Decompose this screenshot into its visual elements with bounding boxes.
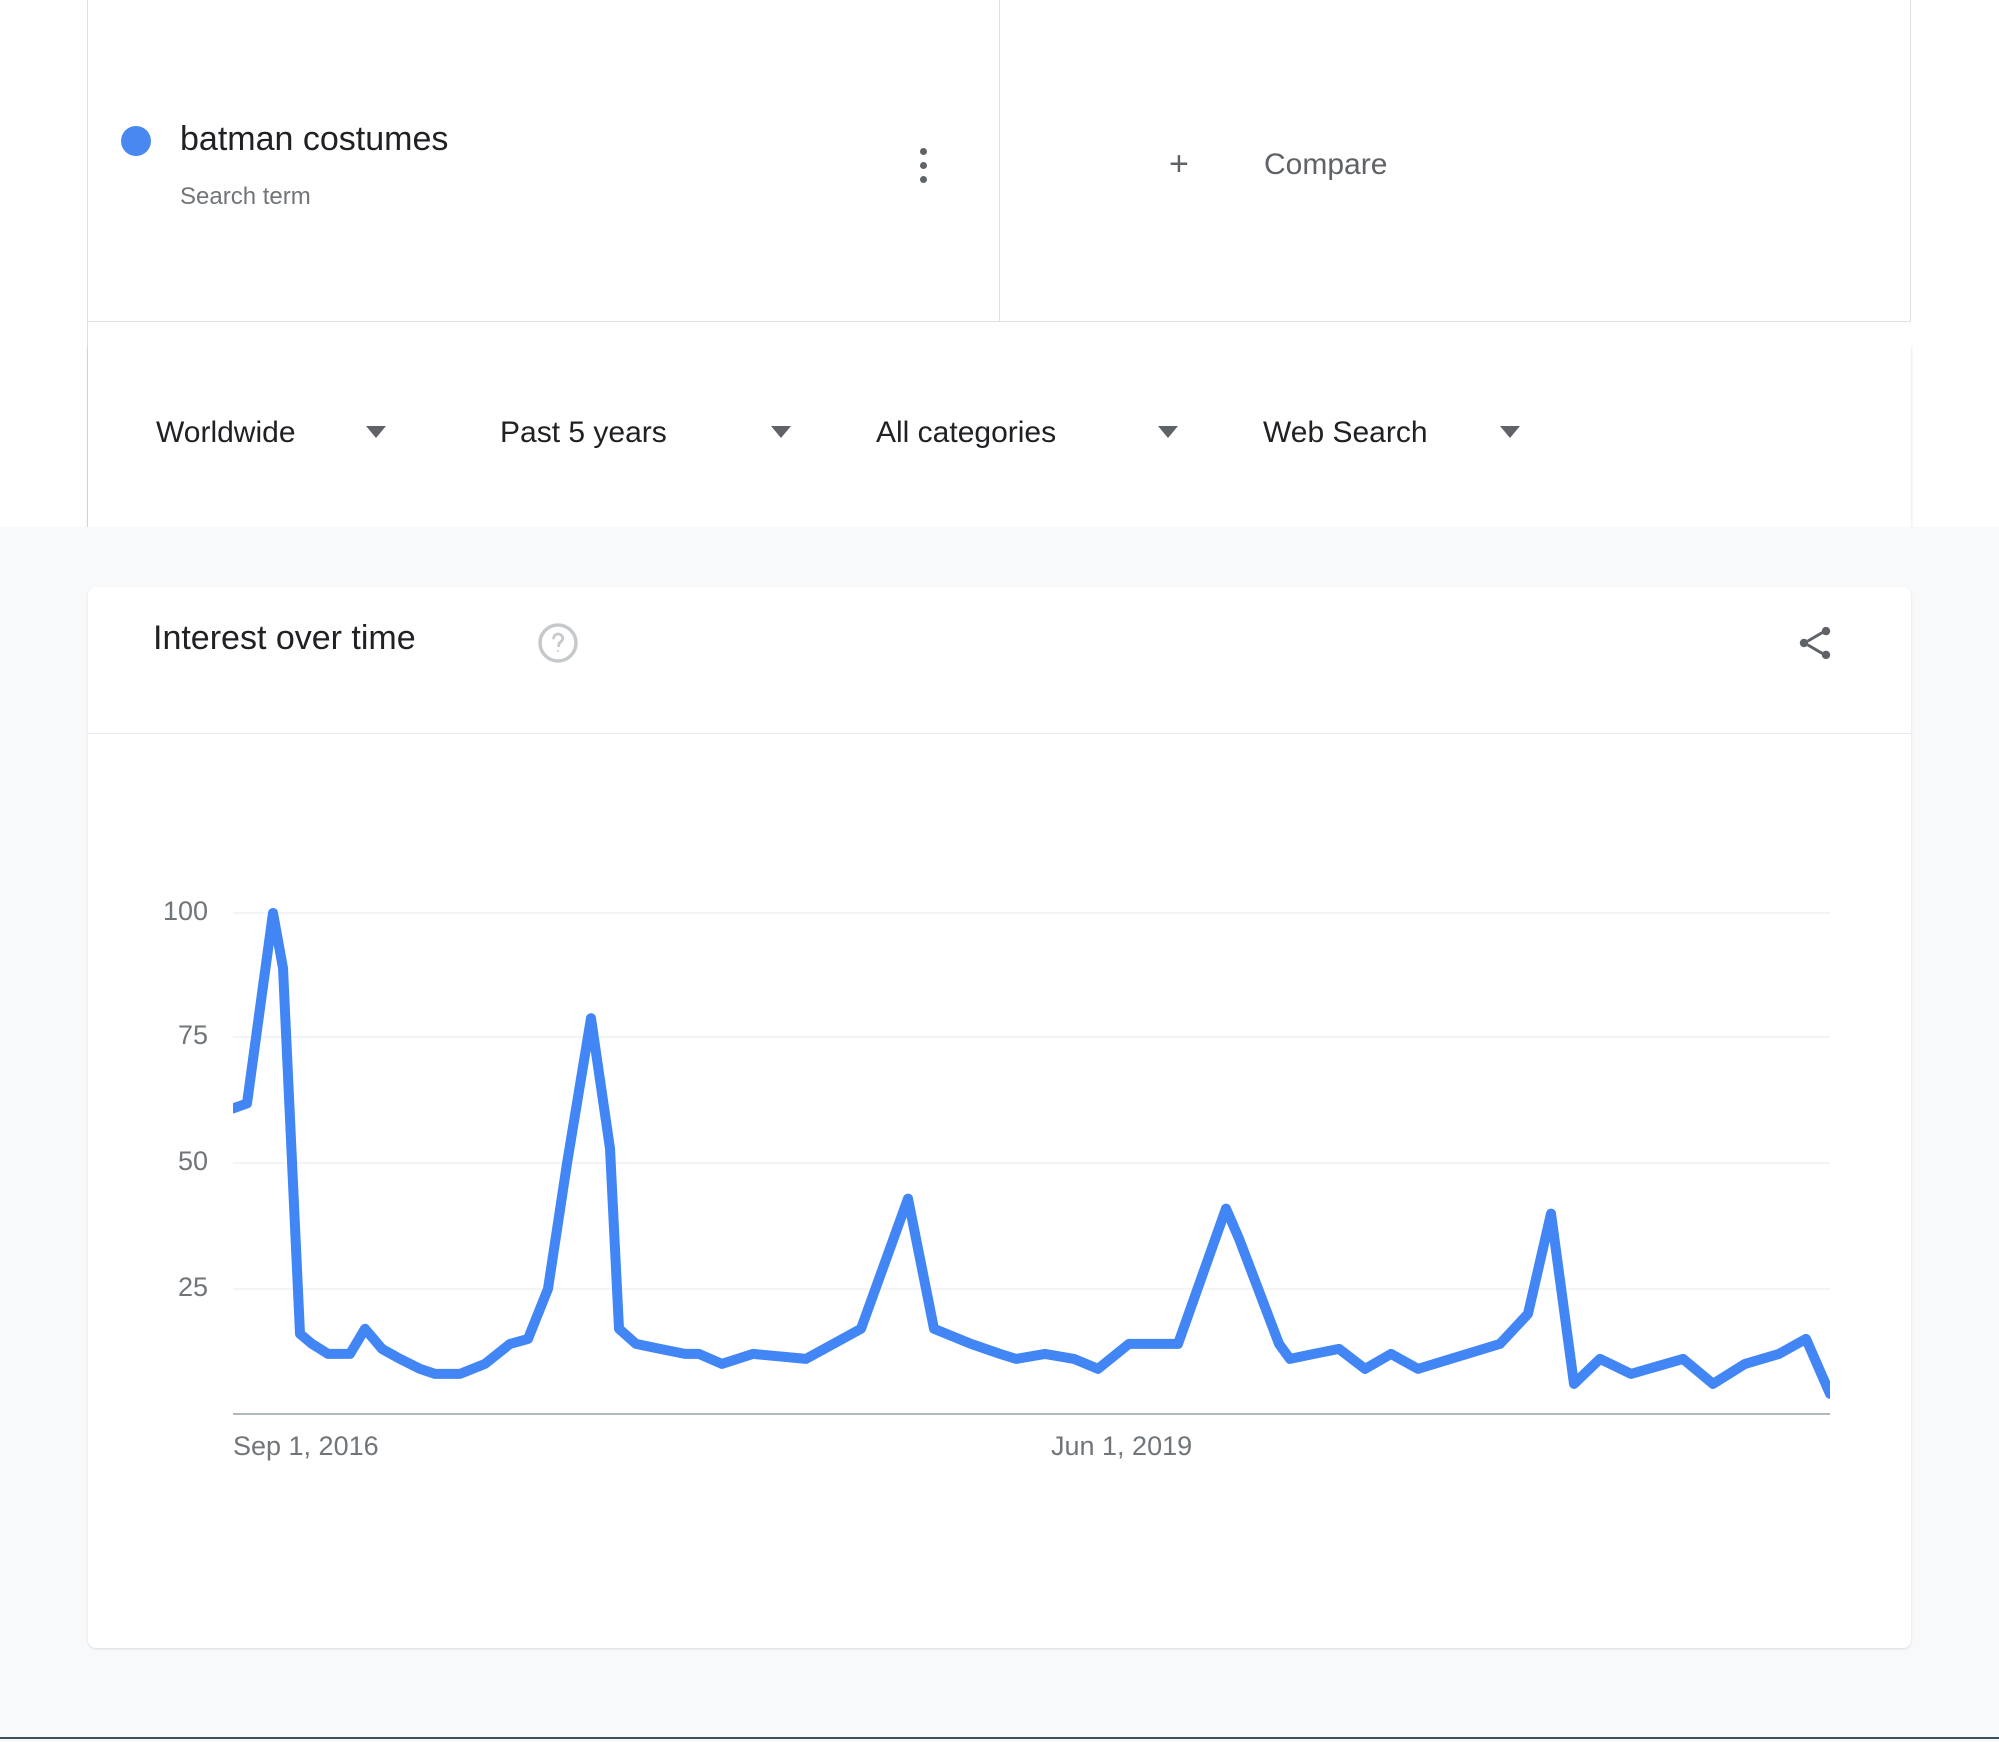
svg-text:75: 75: [178, 1020, 208, 1050]
svg-text:100: 100: [163, 896, 208, 926]
svg-text:25: 25: [178, 1272, 208, 1302]
svg-text:50: 50: [178, 1146, 208, 1176]
svg-text:Sep 1, 2016: Sep 1, 2016: [233, 1431, 379, 1461]
svg-text:Jun 1, 2019: Jun 1, 2019: [1051, 1431, 1192, 1461]
